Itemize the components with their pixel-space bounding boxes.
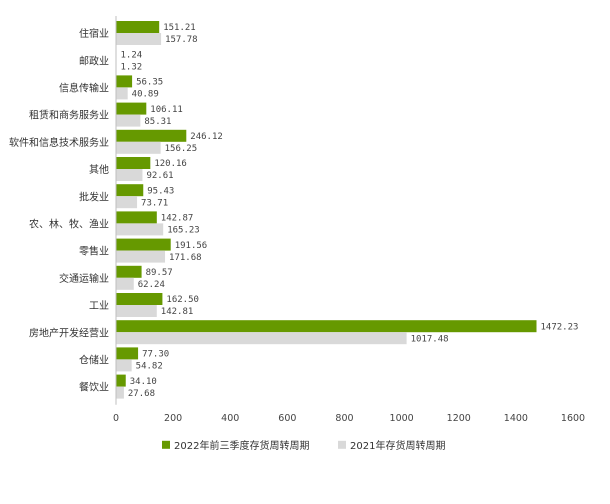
- legend-label-2021: 2021年存货周转周期: [350, 439, 445, 452]
- bar-2021: [116, 359, 132, 372]
- value-label-2021: 27.68: [128, 389, 155, 399]
- category-label: 邮政业: [79, 54, 109, 67]
- x-tick-label: 600: [278, 413, 296, 424]
- bar-2021: [116, 169, 143, 181]
- category-label: 租赁和商务服务业: [29, 109, 109, 122]
- category-label: 房地产开发经营业: [29, 326, 109, 339]
- category-label: 工业: [89, 300, 109, 312]
- value-label-2021: 142.81: [161, 307, 194, 317]
- value-label-2022: 1472.23: [541, 322, 579, 332]
- bar-2021: [116, 386, 124, 399]
- value-label-2022: 89.57: [146, 268, 173, 278]
- bar-2021: [116, 87, 128, 100]
- bar-2022: [116, 129, 187, 142]
- value-label-2022: 142.87: [161, 214, 194, 224]
- value-label-2021: 62.24: [138, 280, 165, 290]
- category-labels: 住宿业邮政业信息传输业租赁和商务服务业软件和信息技术服务业其他批发业农、林、牧、…: [9, 27, 109, 394]
- x-tick-label: 400: [221, 413, 239, 424]
- category-label: 仓储业: [79, 354, 109, 367]
- bar-2022: [116, 265, 142, 278]
- value-label-2021: 171.68: [169, 253, 202, 263]
- bar-2022: [116, 21, 160, 33]
- category-label: 信息传输业: [59, 82, 109, 95]
- bar-2021: [116, 141, 161, 154]
- value-label-2021: 1.32: [121, 62, 143, 72]
- x-tick-label: 800: [335, 413, 353, 424]
- value-label-2021: 85.31: [144, 117, 171, 127]
- x-tick-label: 1600: [561, 413, 585, 424]
- value-label-2021: 73.71: [141, 198, 168, 208]
- value-label-2022: 120.16: [154, 159, 187, 169]
- legend-label-2022: 2022年前三季度存货周转周期: [174, 439, 309, 452]
- value-label-2022: 151.21: [163, 23, 196, 33]
- bar-2022: [116, 157, 151, 169]
- bar-2021: [116, 332, 407, 345]
- category-label: 软件和信息技术服务业: [9, 136, 109, 149]
- bar-2021: [116, 114, 141, 127]
- value-label-2021: 54.82: [136, 362, 163, 372]
- legend-swatch-2021: [338, 440, 346, 449]
- bar-2021: [116, 33, 162, 45]
- x-axis-ticks: 0 200 400 600 800 1000 1200 1400 1600: [113, 413, 585, 424]
- value-label-2022: 77.30: [142, 350, 169, 360]
- x-tick-label: 1200: [447, 413, 471, 424]
- value-labels: 151.21 157.78 1.24 1.32 56.35 40.89 106.11 85.3…: [121, 23, 579, 399]
- value-label-2021: 165.23: [167, 226, 200, 236]
- value-label-2021: 40.89: [132, 90, 159, 100]
- value-label-2021: 1017.48: [411, 334, 449, 344]
- bar-2021: [116, 196, 138, 209]
- bar-2021: [116, 305, 157, 317]
- value-label-2022: 56.35: [136, 78, 163, 88]
- value-label-2022: 106.11: [150, 105, 183, 115]
- value-label-2022: 162.50: [166, 295, 199, 305]
- x-tick-label: 1400: [504, 413, 528, 424]
- bar-2021: [116, 223, 164, 236]
- legend-swatch-2022: [162, 440, 170, 449]
- bar-2022: [116, 184, 144, 197]
- bar-2022: [116, 293, 163, 305]
- value-label-2022: 1.24: [121, 50, 143, 60]
- bar-2022: [116, 347, 139, 360]
- x-tick-label: 200: [164, 413, 182, 424]
- value-label-2022: 246.12: [190, 132, 223, 142]
- category-label: 其他: [89, 163, 109, 176]
- category-label: 交通运输业: [59, 272, 109, 285]
- bar-2022: [116, 320, 537, 333]
- x-tick-label: 1000: [390, 413, 414, 424]
- legend: 2022年前三季度存货周转周期 2021年存货周转周期: [162, 439, 445, 452]
- value-label-2021: 92.61: [146, 171, 173, 181]
- value-label-2021: 156.25: [165, 144, 198, 154]
- value-label-2022: 34.10: [130, 377, 157, 387]
- value-label-2021: 157.78: [165, 35, 198, 45]
- bar-2022: [116, 238, 171, 251]
- bar-2021: [116, 277, 134, 290]
- category-label: 零售业: [79, 245, 109, 258]
- bar-2022: [116, 102, 147, 115]
- category-label: 住宿业: [79, 27, 109, 40]
- bars-layer: [116, 21, 537, 399]
- value-label-2022: 95.43: [147, 186, 174, 196]
- x-tick-label: 0: [113, 413, 119, 424]
- bar-2021: [116, 250, 166, 263]
- bar-2022: [116, 211, 157, 224]
- bar-2022: [116, 75, 133, 88]
- category-label: 批发业: [79, 190, 109, 203]
- value-label-2022: 191.56: [175, 241, 208, 251]
- bar-2022: [116, 374, 126, 387]
- category-label: 农、林、牧、渔业: [29, 218, 109, 231]
- category-label: 餐饮业: [79, 381, 109, 394]
